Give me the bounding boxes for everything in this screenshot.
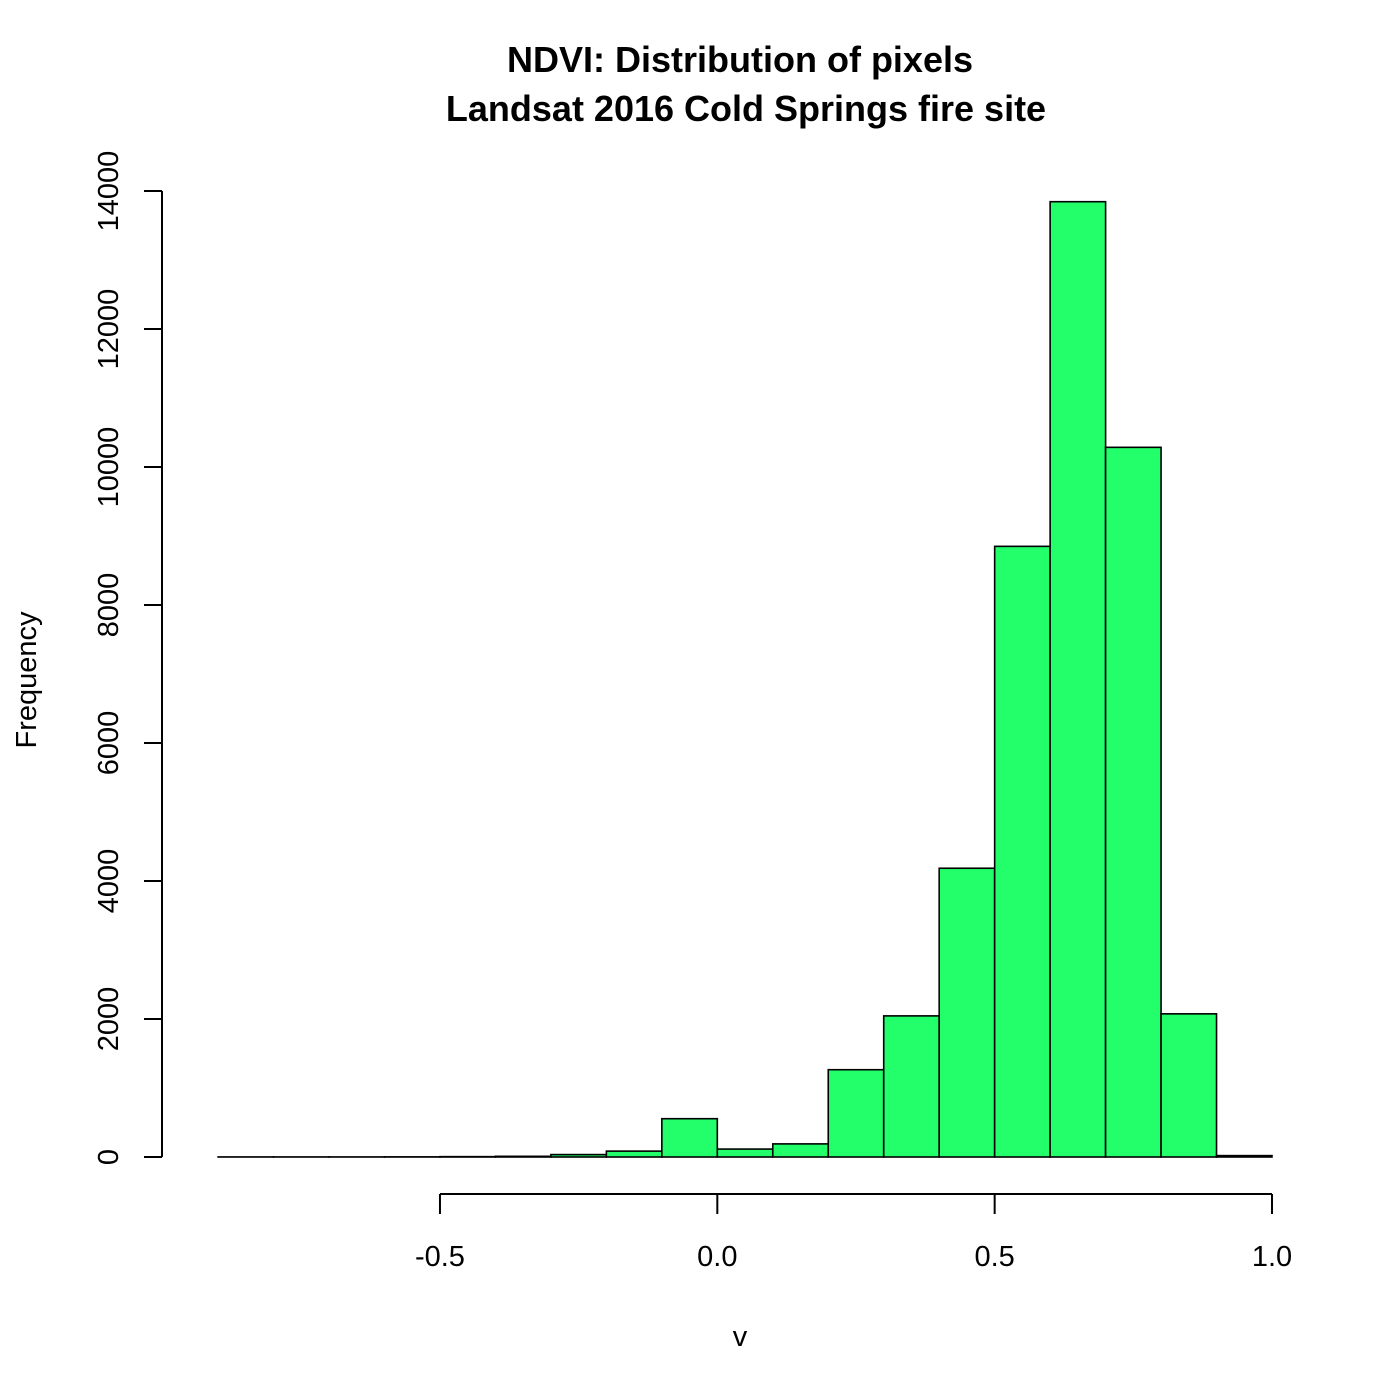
histogram-bar [716,1148,774,1158]
histogram-bar [827,1068,885,1158]
histogram-bar [1104,446,1162,1158]
histogram-bar [661,1117,719,1158]
chart-subtitle: Landsat 2016 Cold Springs fire site [446,88,1046,129]
histogram-bar [494,1155,552,1158]
histogram-bar [1049,200,1107,1158]
y-tick-label: 14000 [93,151,125,232]
y-tick-label: 0 [93,1149,125,1165]
histogram-bars [217,200,1273,1158]
x-axis: -0.5 0.0 0.5 1.0 [415,1193,1292,1273]
histogram-bar [993,545,1051,1158]
y-tick-label: 8000 [93,573,125,638]
x-tick-label: -0.5 [415,1241,465,1273]
x-tick-label: 1.0 [1252,1241,1292,1273]
y-axis-label: Frequency [11,611,43,749]
x-tick-label: 0.0 [697,1241,737,1273]
histogram-bar [882,1015,940,1158]
y-tick-label: 2000 [93,987,125,1052]
histogram-bar [771,1143,830,1158]
histogram-bar [605,1150,663,1158]
histogram-bar [1215,1154,1273,1158]
histogram-bar [938,867,996,1158]
y-tick-label: 12000 [93,289,125,370]
y-tick-label: 10000 [93,427,125,508]
y-tick-label: 4000 [93,849,125,914]
y-tick-label: 6000 [93,711,125,776]
histogram-bar [550,1153,608,1158]
x-tick-label: 0.5 [974,1241,1014,1273]
y-axis: 0 2000 4000 6000 8000 10000 12000 14000 [93,151,163,1165]
x-axis-label: v [733,1321,748,1353]
histogram-bar [1160,1013,1218,1158]
chart-title: NDVI: Distribution of pixels [507,39,973,80]
